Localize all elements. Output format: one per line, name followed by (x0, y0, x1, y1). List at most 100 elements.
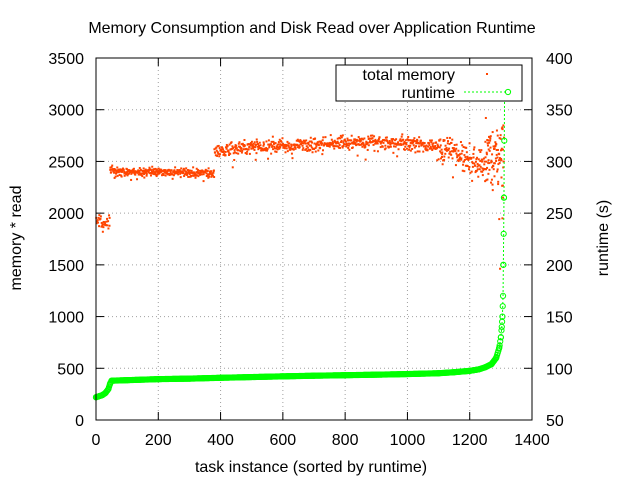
memory-point (502, 196, 505, 199)
memory-point (297, 139, 300, 142)
memory-point (339, 146, 342, 149)
memory-point (143, 176, 146, 179)
memory-point (474, 164, 477, 167)
memory-point (158, 172, 161, 175)
memory-point (402, 138, 405, 141)
memory-point (143, 172, 146, 175)
memory-point (277, 141, 280, 144)
memory-point (356, 154, 359, 157)
memory-point (376, 150, 379, 153)
memory-point (459, 141, 462, 144)
memory-point (110, 171, 112, 174)
runtime-point (501, 137, 508, 144)
memory-point (422, 150, 425, 153)
memory-point (307, 143, 310, 146)
memory-point (253, 141, 256, 144)
memory-point (471, 161, 474, 164)
memory-point (331, 143, 334, 146)
memory-point (331, 142, 334, 145)
memory-point (99, 217, 102, 220)
memory-point (238, 141, 241, 144)
runtime-point (496, 344, 503, 351)
memory-point (461, 169, 464, 172)
memory-point (409, 144, 412, 147)
memory-point (138, 170, 141, 173)
memory-point (328, 145, 331, 148)
memory-point (440, 155, 443, 158)
memory-point (339, 137, 342, 140)
memory-point (392, 151, 395, 154)
memory-point (132, 167, 135, 170)
memory-point (252, 145, 255, 148)
memory-point (502, 166, 505, 169)
memory-point (379, 146, 382, 149)
memory-point (487, 139, 490, 142)
runtime-point (499, 313, 506, 320)
memory-point (487, 159, 490, 162)
y2-tick-label: 300 (546, 154, 573, 171)
memory-point (290, 152, 293, 155)
memory-point (494, 141, 497, 144)
memory-point (244, 152, 247, 155)
memory-point (377, 137, 380, 140)
memory-point (138, 171, 141, 174)
memory-point (135, 170, 138, 173)
memory-point (215, 149, 218, 152)
memory-point (191, 171, 194, 174)
memory-point (281, 143, 284, 146)
memory-point (345, 145, 348, 148)
memory-point (441, 151, 444, 154)
memory-point (303, 140, 306, 143)
memory-point (143, 169, 146, 172)
memory-point (126, 170, 129, 173)
memory-point (222, 150, 225, 153)
memory-point (231, 147, 234, 150)
memory-point (216, 151, 219, 154)
memory-point (295, 139, 298, 142)
memory-point (265, 147, 268, 150)
memory-point (262, 143, 265, 146)
memory-point (224, 150, 227, 153)
memory-point (464, 164, 467, 167)
memory-point (404, 139, 407, 142)
memory-point (488, 141, 491, 144)
memory-point (422, 145, 425, 148)
memory-point (187, 175, 190, 178)
memory-point (484, 156, 487, 159)
memory-point (101, 223, 104, 226)
memory-point (98, 214, 101, 217)
memory-point (414, 151, 417, 154)
memory-point (340, 141, 343, 144)
memory-point (473, 162, 476, 165)
memory-point (228, 154, 231, 156)
runtime-point (248, 373, 255, 381)
memory-point (290, 143, 293, 146)
runtime-line (95, 91, 506, 398)
memory-point (387, 142, 390, 145)
memory-point (363, 137, 366, 140)
memory-point (281, 137, 284, 140)
memory-point (240, 151, 243, 154)
memory-point (204, 171, 207, 174)
memory-point (224, 154, 227, 157)
memory-point (239, 145, 242, 148)
memory-point (165, 172, 168, 174)
memory-point (123, 172, 126, 175)
memory-point (245, 147, 248, 150)
memory-point (502, 136, 505, 139)
runtime-point (435, 370, 442, 377)
memory-point (345, 142, 348, 145)
memory-point (264, 148, 267, 151)
memory-point (487, 172, 490, 175)
memory-point (374, 142, 377, 145)
memory-point (465, 158, 468, 161)
memory-point (248, 152, 251, 155)
memory-point (384, 147, 387, 150)
memory-point (349, 142, 352, 145)
memory-point (440, 148, 443, 151)
memory-point (281, 144, 284, 147)
memory-point (130, 172, 133, 175)
memory-point (315, 145, 318, 148)
legend-label-total-memory: total memory (363, 67, 455, 84)
memory-point (472, 152, 475, 155)
